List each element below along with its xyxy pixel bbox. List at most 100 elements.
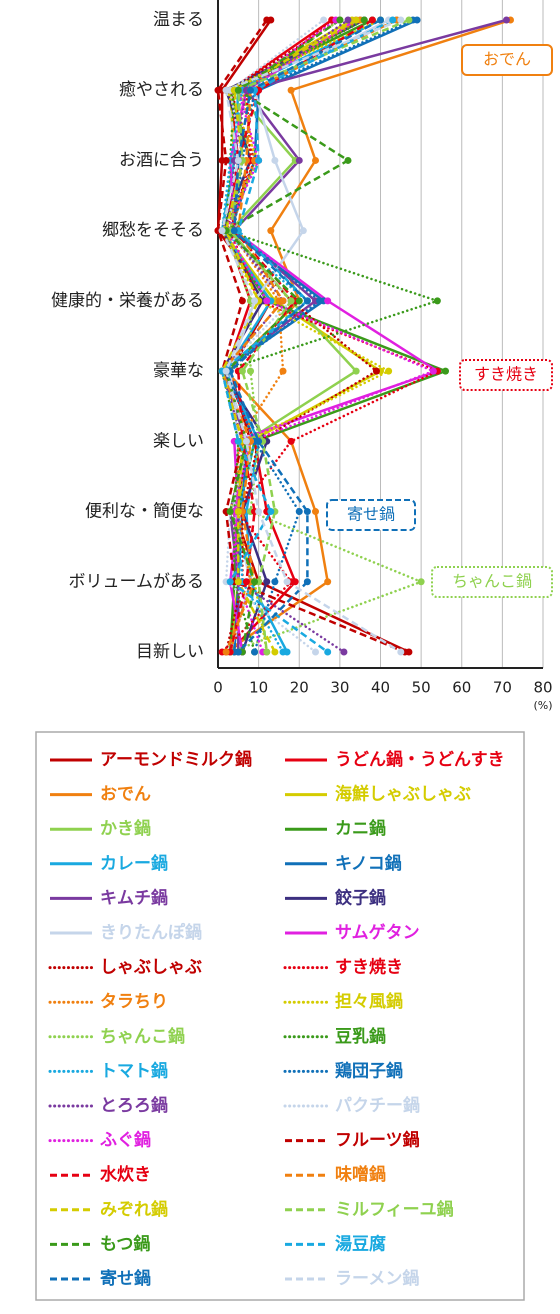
data-point: [234, 508, 242, 516]
legend-label: 鶏団子鍋: [335, 1060, 403, 1081]
legend-label: ラーメン鍋: [335, 1268, 419, 1289]
series-line: [220, 18, 398, 653]
legend-label: 豆乳鍋: [335, 1026, 386, 1047]
legend-frame: [35, 731, 525, 1301]
annotation-text: 寄せ鍋: [347, 505, 395, 524]
category-label: 便利な・簡便な: [85, 502, 204, 522]
data-point: [299, 227, 307, 235]
legend-label: とろろ鍋: [100, 1095, 168, 1116]
data-point: [247, 86, 254, 94]
data-point: [255, 508, 263, 516]
legend-label: かき鍋: [100, 818, 151, 839]
data-point: [287, 437, 295, 445]
data-point: [271, 578, 279, 586]
data-point: [324, 648, 332, 656]
data-point: [222, 156, 230, 164]
data-point: [251, 297, 259, 305]
data-point: [234, 578, 242, 586]
data-point: [214, 86, 222, 94]
data-point: [218, 227, 226, 235]
category-label: 豪華な: [153, 360, 204, 381]
legend-label: ふぐ鍋: [100, 1130, 151, 1151]
legend-label: 湯豆腐: [335, 1233, 386, 1254]
data-point: [222, 367, 230, 375]
data-point: [242, 578, 250, 586]
series-line: [224, 18, 415, 654]
category-label: 目新しい: [136, 642, 204, 662]
category-label: 健康的・栄養がある: [51, 291, 204, 311]
category-label: 癒やされる: [119, 80, 204, 100]
category-label: ボリュームがある: [69, 572, 205, 592]
legend-label: サムゲタン: [335, 922, 420, 943]
data-point: [433, 297, 441, 305]
data-point: [238, 297, 246, 305]
data-point: [429, 367, 437, 375]
series-line: [224, 18, 351, 653]
data-point: [336, 16, 344, 24]
data-point: [226, 578, 234, 586]
data-point: [251, 578, 259, 586]
series-line: [224, 18, 425, 654]
data-point: [287, 297, 295, 305]
data-point: [303, 578, 311, 586]
series-line: [228, 18, 410, 653]
legend-label: おでん: [100, 785, 151, 805]
x-tick-label: 40: [371, 679, 390, 697]
data-point: [312, 508, 319, 516]
data-point: [287, 86, 295, 94]
series-line: [216, 19, 410, 654]
annotation-box: [459, 359, 553, 391]
legend-label: フルーツ鍋: [335, 1130, 420, 1151]
data-point: [226, 508, 234, 516]
data-point: [312, 156, 319, 164]
data-point: [320, 16, 328, 24]
data-point: [340, 648, 348, 656]
legend-label: キムチ鍋: [100, 887, 168, 908]
category-label: 温まる: [153, 10, 204, 30]
data-point: [263, 297, 271, 305]
data-point: [397, 16, 405, 24]
data-point: [295, 297, 303, 305]
legend-label: 担々風鍋: [335, 991, 403, 1012]
series-line: [228, 18, 382, 653]
annotation-box: [431, 566, 553, 598]
legend-label: 水炊き: [100, 1164, 151, 1185]
legend-label: 餃子鍋: [335, 887, 386, 908]
x-tick-label: 80: [533, 679, 552, 697]
data-point: [267, 227, 275, 235]
data-point: [283, 578, 291, 586]
annotation-text: ちゃんこ鍋: [452, 572, 532, 591]
series-line: [224, 18, 333, 653]
legend-label: うどん鍋・うどんすき: [335, 749, 505, 770]
data-point: [279, 297, 287, 305]
legend-label: もつ鍋: [100, 1233, 150, 1254]
annotation-box: [461, 44, 553, 76]
data-point: [397, 648, 405, 656]
data-point: [389, 16, 397, 24]
data-point: [295, 508, 303, 516]
legend-label: カレー鍋: [100, 853, 168, 874]
series-line: [216, 19, 406, 654]
series-line: [228, 18, 374, 653]
data-point: [303, 297, 311, 305]
legend-label: みぞれ鍋: [100, 1199, 168, 1220]
data-point: [263, 578, 271, 586]
data-point: [417, 578, 425, 586]
data-point: [372, 367, 380, 375]
legend-label: カニ鍋: [335, 818, 386, 839]
data-point: [247, 367, 254, 375]
data-point: [251, 648, 259, 656]
data-point: [279, 367, 287, 375]
data-point: [279, 648, 287, 656]
data-point: [255, 156, 263, 164]
series-line: [220, 18, 402, 654]
x-tick-label: 50: [412, 679, 431, 697]
data-point: [502, 16, 510, 24]
legend-label: アーモンドミルク鍋: [100, 749, 252, 770]
data-point: [267, 508, 275, 516]
data-point: [352, 367, 360, 375]
data-point: [442, 367, 449, 375]
legend-label: すき焼き: [335, 957, 403, 978]
x-tick-label: 70: [493, 679, 512, 697]
